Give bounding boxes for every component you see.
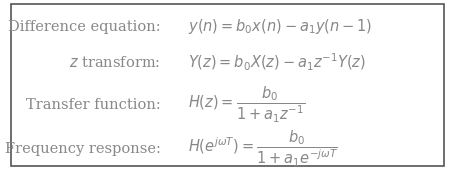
Text: $y(n) = b_0 x(n) - a_1 y(n-1)$: $y(n) = b_0 x(n) - a_1 y(n-1)$ (188, 17, 372, 36)
Text: Transfer function:: Transfer function: (26, 98, 161, 112)
Text: $H(z) = \dfrac{b_0}{1+a_1 z^{-1}}$: $H(z) = \dfrac{b_0}{1+a_1 z^{-1}}$ (188, 85, 305, 126)
Text: $H(e^{j\omega T}) = \dfrac{b_0}{1+a_1 e^{-j\omega T}}$: $H(e^{j\omega T}) = \dfrac{b_0}{1+a_1 e^… (188, 128, 338, 169)
Text: $Y(z) = b_0 X(z) - a_1 z^{-1}Y(z)$: $Y(z) = b_0 X(z) - a_1 z^{-1}Y(z)$ (188, 52, 366, 73)
Text: Frequency response:: Frequency response: (5, 142, 161, 156)
Text: Difference equation:: Difference equation: (8, 19, 161, 34)
Text: $z$ transform:: $z$ transform: (69, 55, 161, 70)
